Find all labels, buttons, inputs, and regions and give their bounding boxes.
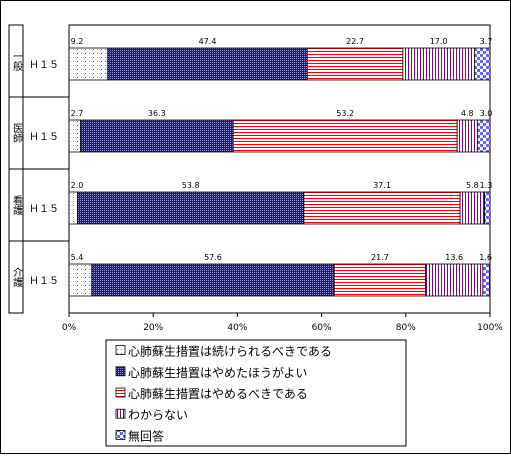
- x-tick-label: 100%: [477, 323, 503, 333]
- data-label: 1.6: [479, 253, 492, 262]
- data-label: 9.2: [71, 37, 84, 46]
- bar-segment: [306, 47, 404, 81]
- data-label: 47.4: [199, 37, 217, 46]
- data-label: 57.6: [204, 253, 222, 262]
- data-label: 3.0: [480, 109, 493, 118]
- data-label: 5.8: [466, 181, 479, 190]
- bar-segment: [476, 119, 491, 153]
- bar-segment: [68, 119, 81, 153]
- legend-swatch: [115, 387, 126, 398]
- legend-label: 心肺蘇生措置は続けられるべきである: [128, 345, 332, 359]
- x-tick-label: 60%: [312, 323, 332, 333]
- legend-swatch: [115, 408, 126, 419]
- legend-label: 心肺蘇生措置はやめるべきである: [128, 387, 308, 401]
- bar-segment: [91, 263, 335, 297]
- bar-segment: [79, 119, 234, 153]
- bar-segment: [68, 191, 78, 225]
- bar-segment: [232, 119, 458, 153]
- row-label: Ｈ１５: [29, 204, 59, 215]
- bar-segment: [333, 263, 426, 297]
- x-tick-label: 80%: [396, 323, 416, 333]
- legend-label: わからない: [128, 408, 188, 422]
- row-label: Ｈ１５: [29, 132, 59, 143]
- legend: 心肺蘇生措置は続けられるべきである心肺蘇生措置はやめたほうがよい心肺蘇生措置はや…: [105, 339, 407, 447]
- row-group-label: 看護: [11, 194, 23, 216]
- legend-swatch: [115, 366, 126, 377]
- row-group-label: 一般: [11, 51, 23, 72]
- x-tick-label: 0%: [62, 323, 77, 333]
- data-label: 2.0: [71, 181, 84, 190]
- legend-label: 無回答: [128, 428, 164, 443]
- legend-swatch: [115, 429, 126, 440]
- row-group-label: 医師: [11, 123, 23, 144]
- plot-area: 0% 20% 40% 60% 80% 100% 一般 Ｈ１５ 9.2 47.4 22.7 17.0 3.…: [8, 24, 503, 333]
- legend-box: [105, 339, 407, 447]
- bar-segment: [474, 47, 491, 81]
- bar-segment: [484, 191, 491, 225]
- bar-segment: [68, 263, 93, 297]
- legend-swatch: [115, 345, 126, 356]
- data-label: 5.4: [71, 253, 84, 262]
- data-label: 53.8: [182, 181, 200, 190]
- legend-label: 心肺蘇生措置はやめたほうがよい: [128, 365, 307, 380]
- bar-segment: [77, 191, 305, 225]
- row-group-label: 介護: [11, 267, 23, 288]
- bar-segment: [402, 47, 475, 81]
- data-label: 22.7: [346, 37, 364, 46]
- data-label: 2.7: [71, 109, 84, 118]
- data-label: 37.1: [373, 181, 391, 190]
- bar-segment: [303, 191, 461, 225]
- data-label: 3.7: [480, 37, 493, 46]
- row-label: Ｈ１５: [29, 60, 59, 71]
- row-label: Ｈ１５: [29, 276, 59, 287]
- x-tick-label: 20%: [143, 323, 163, 333]
- data-label: 21.7: [371, 253, 389, 262]
- data-label: 17.0: [430, 37, 448, 46]
- bar-segment: [107, 47, 308, 81]
- x-tick-label: 40%: [227, 323, 247, 333]
- data-label: 36.3: [148, 109, 166, 118]
- data-label: 4.8: [461, 109, 474, 118]
- data-label: 13.6: [445, 253, 463, 262]
- bar-segment: [425, 263, 484, 297]
- data-label: 1.3: [480, 181, 493, 190]
- data-label: 53.2: [336, 109, 354, 118]
- bar-segment: [459, 191, 485, 225]
- bar-segment: [482, 263, 490, 297]
- bar-segment: [68, 47, 109, 81]
- bar-segment: [456, 119, 478, 153]
